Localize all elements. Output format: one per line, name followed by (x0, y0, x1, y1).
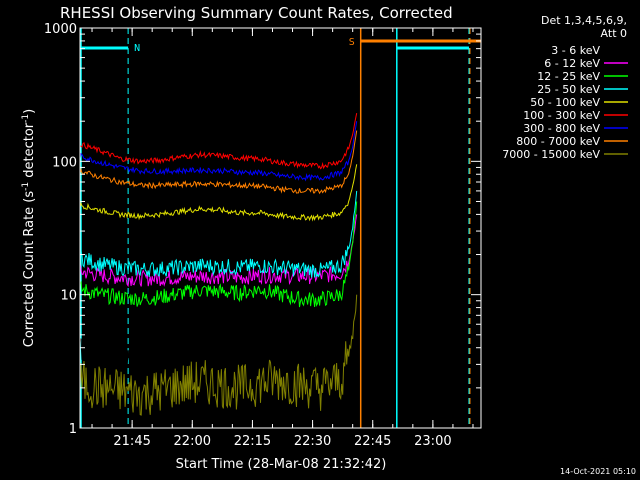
series-line-8 (79, 294, 358, 416)
y-tick-label: 1 (69, 422, 77, 437)
legend-entry-label: 50 - 100 keV (530, 96, 600, 109)
x-tick-label: 23:00 (414, 434, 451, 449)
legend-entry-label: 800 - 7000 keV (516, 135, 600, 148)
series-line-1 (79, 214, 358, 288)
legend-entry-label: 12 - 25 keV (537, 70, 600, 83)
x-tick-label: 22:00 (174, 434, 211, 449)
x-tick-label: 22:45 (354, 434, 391, 449)
series-line-2 (79, 201, 358, 308)
series-line-6 (79, 121, 358, 182)
y-axis-label-sup2: -1 (21, 114, 31, 123)
x-axis-label: Start Time (28-Mar-08 21:32:42) (176, 457, 387, 472)
legend-header: Det 1,3,4,5,6,9, (541, 14, 627, 27)
legend-entry-label: 7000 - 15000 keV (502, 148, 600, 161)
timestamp: 14-Oct-2021 05:10 (560, 467, 636, 476)
chart-title: RHESSI Observing Summary Count Rates, Co… (60, 4, 453, 22)
axes: 21:45 22:00 22:15 22:30 22:45 23:00 1 10 100 1000 (44, 22, 481, 449)
y-axis-label-mid: detector (22, 122, 37, 182)
y-axis-label-prefix: Corrected Count Rate (s (22, 191, 37, 348)
plot-frame (79, 27, 482, 429)
y-tick-label: 1000 (44, 22, 77, 37)
y-axis-label-suffix: ) (22, 109, 37, 114)
x-tick-label: 22:30 (294, 434, 331, 449)
y-tick-label: 10 (60, 289, 77, 304)
legend-entry-label: 25 - 50 keV (537, 83, 600, 96)
series-line-5 (79, 113, 358, 170)
legend-entry-label: 3 - 6 keV (551, 44, 600, 57)
legend-header: Att 0 (601, 27, 627, 40)
annotation-label-S: S (349, 37, 355, 48)
x-tick-label: 21:45 (113, 434, 150, 449)
y-axis-label: Corrected Count Rate (s-1 detector-1) (21, 109, 37, 347)
series-line-0 (79, 254, 358, 378)
series-lines (79, 113, 358, 416)
y-axis-label-sup1: -1 (21, 182, 31, 191)
series-line-4 (79, 164, 358, 222)
legend-entry-label: 100 - 300 keV (523, 109, 600, 122)
legend-entry-label: 300 - 800 keV (523, 122, 600, 135)
x-tick-label: 22:15 (234, 434, 271, 449)
legend-entry-label: 6 - 12 keV (544, 57, 600, 70)
annotations: NS (80, 28, 481, 428)
series-line-3 (79, 190, 358, 278)
annotation-label-N: N (134, 43, 140, 54)
series-line-7 (79, 130, 358, 195)
y-tick-label: 100 (52, 155, 77, 170)
